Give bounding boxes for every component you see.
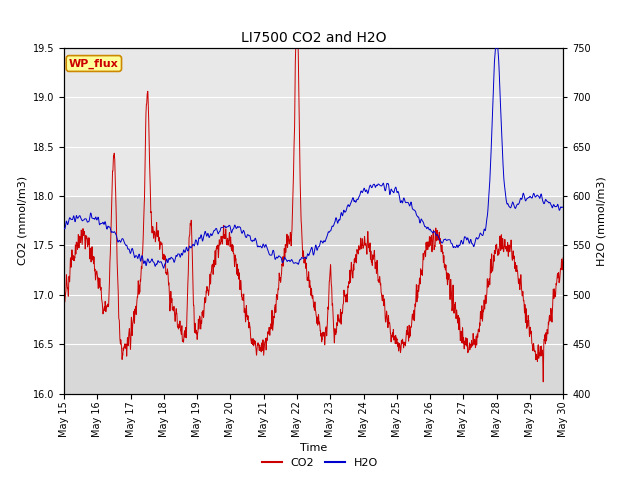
Text: WP_flux: WP_flux [69, 59, 119, 69]
Bar [64, 48, 563, 196]
Title: LI7500 CO2 and H2O: LI7500 CO2 and H2O [241, 32, 387, 46]
X-axis label: Time: Time [300, 443, 327, 453]
Y-axis label: CO2 (mmol/m3): CO2 (mmol/m3) [17, 176, 27, 265]
Legend: CO2, H2O: CO2, H2O [257, 453, 383, 472]
Y-axis label: H2O (mmol/m3): H2O (mmol/m3) [596, 176, 607, 265]
